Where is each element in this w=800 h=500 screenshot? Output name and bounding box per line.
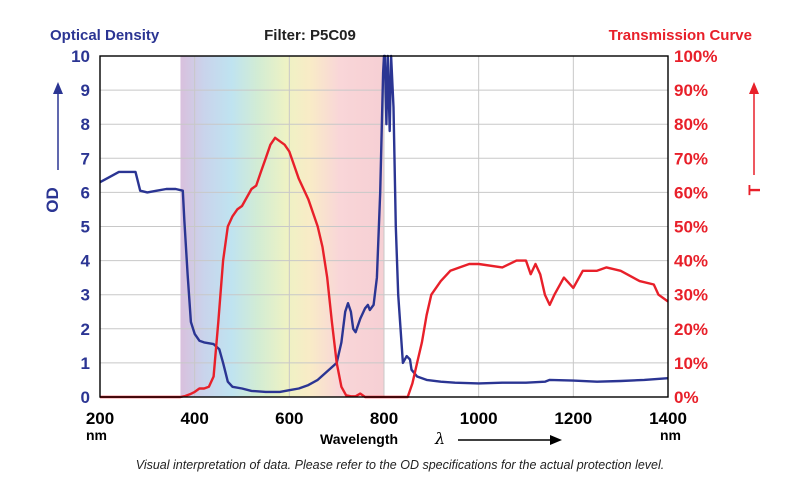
y-tick-label-left: 4: [81, 252, 91, 271]
y-tick-label-left: 1: [81, 354, 90, 373]
y-tick-label-right: 10%: [674, 354, 708, 373]
y-tick-label-right: 50%: [674, 218, 708, 237]
y-tick-label-left: 10: [71, 47, 90, 66]
x-unit-left: nm: [86, 427, 107, 443]
left-header: Optical Density: [50, 27, 160, 44]
y-tick-label-left: 9: [81, 81, 90, 100]
y-tick-label-right: 60%: [674, 183, 708, 202]
x-tick-label: 800: [370, 409, 398, 428]
footnote: Visual interpretation of data. Please re…: [135, 458, 665, 472]
x-tick-label: 600: [275, 409, 303, 428]
x-tick-label: 1000: [460, 409, 498, 428]
y-tick-label-left: 0: [81, 388, 90, 407]
y-tick-label-left: 3: [81, 286, 90, 305]
plot-frame: [99, 55, 669, 398]
y-tick-label-right: 0%: [674, 388, 699, 407]
y-tick-label-right: 70%: [674, 149, 708, 168]
y-axis-left-arrowhead: [53, 82, 63, 94]
y-tick-label-right: 20%: [674, 320, 708, 339]
series-transmission: [100, 136, 669, 399]
x-axis-symbol: λ: [434, 429, 445, 448]
y-axis-left-label: OD: [43, 187, 62, 213]
y-tick-label-left: 6: [81, 183, 90, 202]
y-axis-right-arrowhead: [749, 82, 759, 94]
x-tick-label: 1400: [649, 409, 687, 428]
x-tick-label: 200: [86, 409, 114, 428]
y-tick-label-right: 30%: [674, 286, 708, 305]
y-tick-label-left: 7: [81, 149, 90, 168]
x-axis-label: Wavelength: [320, 431, 398, 447]
y-tick-label-right: 90%: [674, 81, 708, 100]
x-tick-label: 400: [180, 409, 208, 428]
tick-labels: 200 400 600 800 1000 1200 1400 0 0% 1 10% 2 20% 3 30% 4…: [71, 47, 717, 428]
y-tick-label-left: 5: [81, 218, 90, 237]
chart-title: Filter: P5C09: [264, 27, 356, 44]
right-header: Transmission Curve: [609, 27, 752, 44]
x-tick-label: 1200: [554, 409, 592, 428]
y-axis-right-label: T: [745, 184, 764, 195]
x-unit-right: nm: [660, 427, 681, 443]
y-tick-label-left: 2: [81, 320, 90, 339]
series-optical-density: [99, 54, 669, 394]
y-tick-label-right: 40%: [674, 252, 708, 271]
x-axis-arrowhead: [550, 435, 562, 445]
y-tick-label-right: 80%: [674, 115, 708, 134]
y-tick-label-right: 100%: [674, 47, 717, 66]
y-tick-label-left: 8: [81, 115, 90, 134]
